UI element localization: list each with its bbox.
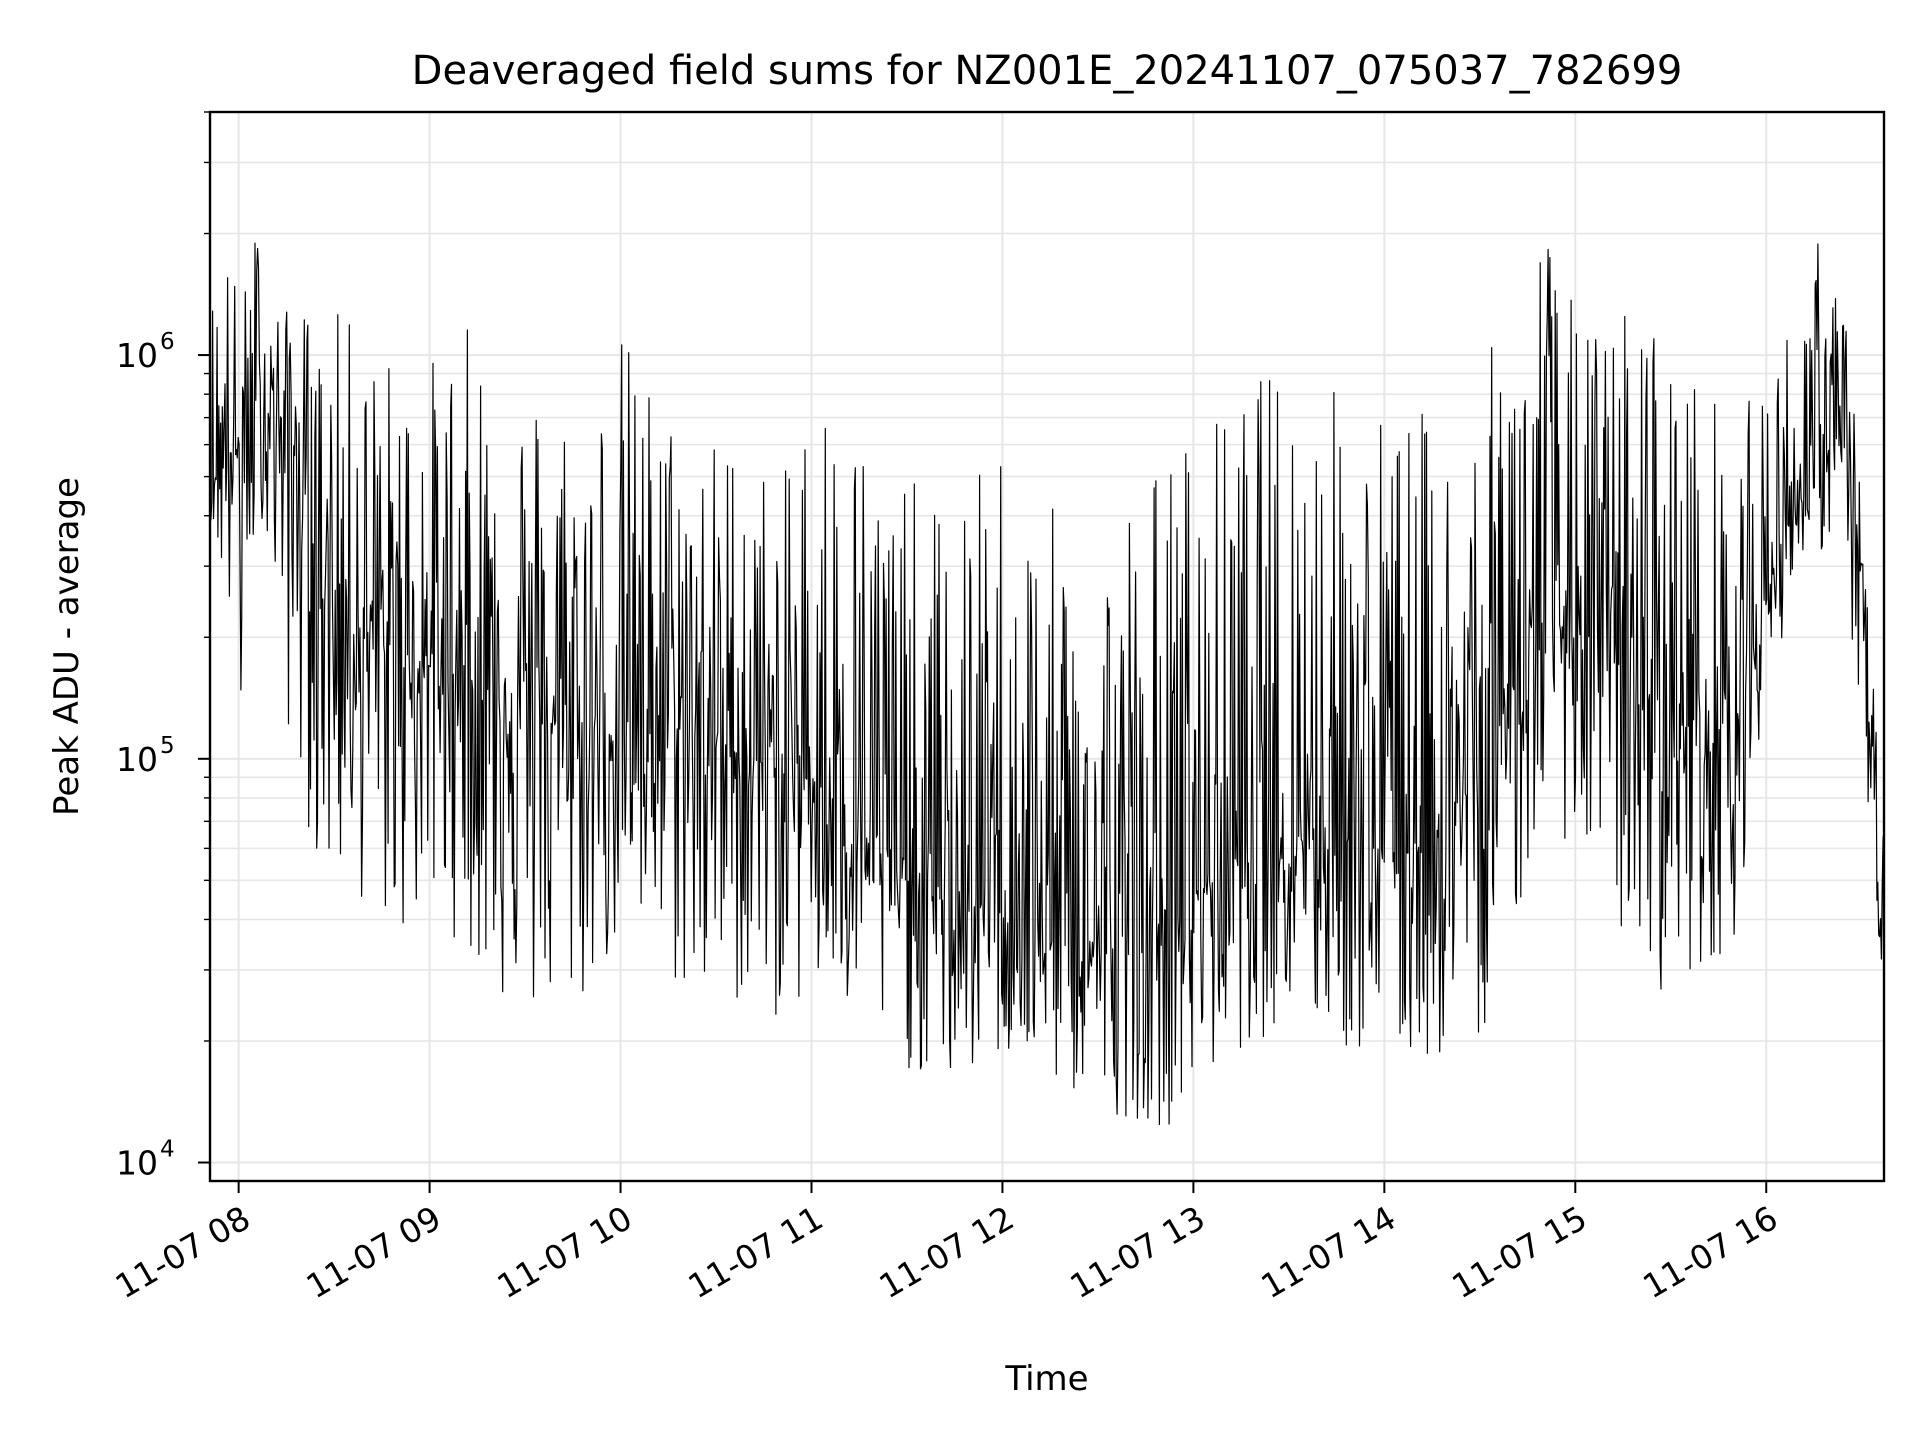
- y-tick-label: 10: [116, 336, 158, 375]
- y-tick-label: 10: [116, 1144, 158, 1183]
- data-series-line: [209, 242, 1885, 1126]
- series-layer: [209, 242, 1885, 1126]
- y-tick-exponent: 6: [160, 329, 175, 355]
- chart-title: Deaveraged field sums for NZ001E_2024110…: [412, 48, 1683, 94]
- y-tick-exponent: 5: [160, 733, 175, 759]
- y-axis-label: Peak ADU - average: [47, 477, 87, 816]
- axes-frame: [208, 110, 1886, 1183]
- x-axis-label: Time: [1004, 1359, 1088, 1399]
- y-tick-label: 10: [116, 740, 158, 779]
- y-tick-exponent: 4: [160, 1137, 175, 1163]
